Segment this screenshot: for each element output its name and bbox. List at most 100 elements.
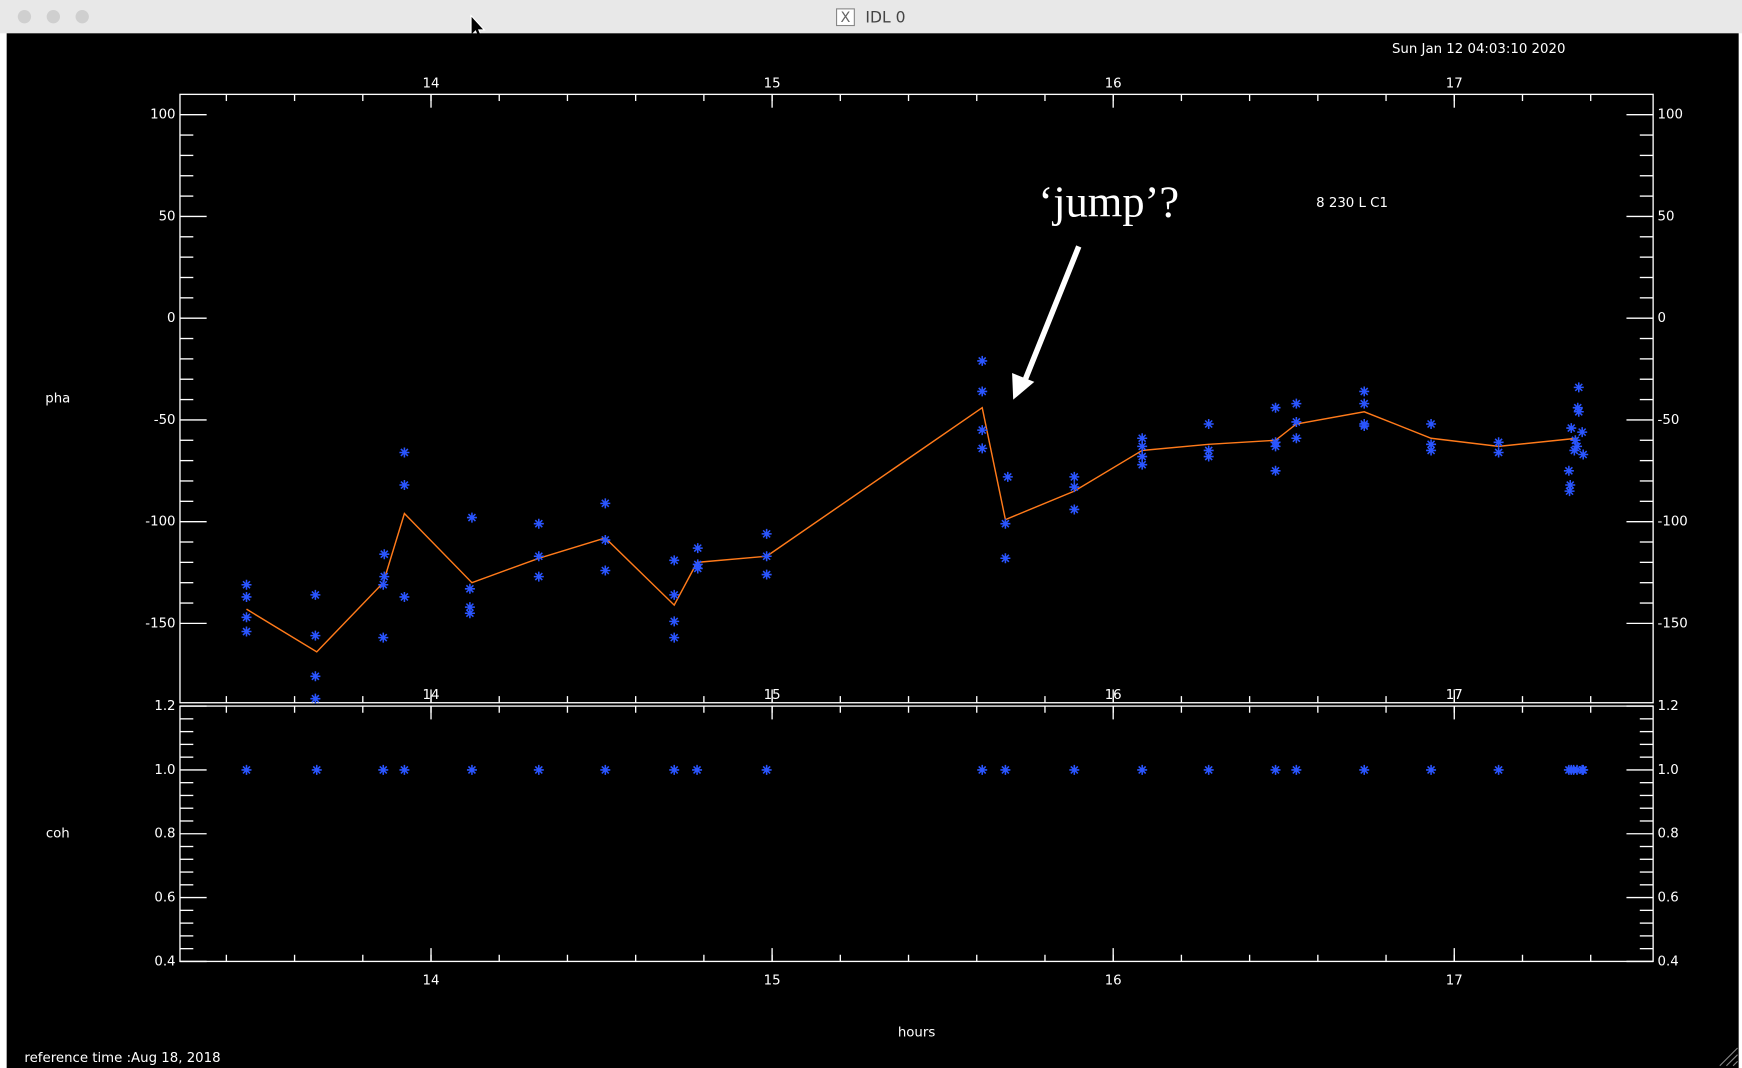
y-tick-label-right: -50 bbox=[1658, 413, 1680, 428]
data-point bbox=[1493, 764, 1504, 775]
data-point bbox=[1578, 449, 1589, 460]
data-point bbox=[399, 447, 410, 458]
x-tick-label: 14 bbox=[423, 973, 440, 988]
data-point bbox=[761, 569, 772, 580]
y-tick-label-right: -100 bbox=[1658, 515, 1688, 530]
data-point bbox=[1000, 764, 1011, 775]
data-point bbox=[241, 591, 252, 602]
data-point bbox=[399, 764, 410, 775]
data-point bbox=[1000, 553, 1011, 564]
y-tick-label-right: 0.6 bbox=[1658, 891, 1679, 906]
data-point bbox=[1291, 433, 1302, 444]
data-point bbox=[692, 543, 703, 554]
data-point bbox=[1577, 427, 1588, 438]
data-point bbox=[977, 355, 988, 366]
data-point bbox=[977, 425, 988, 436]
data-point bbox=[464, 602, 475, 613]
data-point bbox=[1359, 386, 1370, 397]
x-tick-label-top: 17 bbox=[1446, 688, 1463, 703]
data-point bbox=[310, 589, 321, 600]
data-point bbox=[464, 583, 475, 594]
data-point bbox=[1137, 764, 1148, 775]
data-point bbox=[241, 626, 252, 637]
data-point bbox=[1572, 764, 1583, 775]
minimize-button[interactable] bbox=[46, 9, 60, 24]
y-tick-label-right: 1.0 bbox=[1658, 763, 1679, 778]
x-tick-label-top: 14 bbox=[423, 76, 440, 91]
data-point bbox=[1572, 402, 1583, 413]
y-tick-label-right: -150 bbox=[1658, 616, 1688, 631]
y-tick-label: 100 bbox=[150, 108, 175, 123]
data-point bbox=[1426, 439, 1437, 450]
data-point bbox=[1137, 441, 1148, 452]
data-point bbox=[669, 589, 680, 600]
data-point bbox=[1426, 418, 1437, 429]
data-point bbox=[1426, 445, 1437, 456]
data-point bbox=[1270, 465, 1281, 476]
y-tick-label: 1.0 bbox=[154, 763, 175, 778]
data-point bbox=[1069, 504, 1080, 515]
data-point bbox=[1578, 764, 1589, 775]
x-tick-label: 15 bbox=[764, 973, 781, 988]
zoom-button[interactable] bbox=[75, 9, 89, 24]
data-point bbox=[533, 518, 544, 529]
series-line bbox=[246, 406, 1578, 653]
data-point bbox=[1573, 406, 1584, 417]
data-point bbox=[600, 498, 611, 509]
data-point bbox=[1069, 764, 1080, 775]
x11-icon-glyph: X bbox=[841, 10, 851, 26]
x-axis-label: hours bbox=[898, 1025, 936, 1040]
data-point bbox=[669, 555, 680, 566]
y-tick-label: 0.6 bbox=[154, 891, 175, 906]
window-title: IDL 0 bbox=[865, 8, 905, 26]
data-point bbox=[977, 386, 988, 397]
data-point bbox=[378, 632, 389, 643]
data-point bbox=[466, 764, 477, 775]
data-point bbox=[399, 480, 410, 491]
y-axis-label: coh bbox=[46, 827, 70, 842]
data-point bbox=[1573, 382, 1584, 393]
data-point bbox=[1203, 764, 1214, 775]
data-point bbox=[1069, 471, 1080, 482]
data-point bbox=[241, 764, 252, 775]
y-tick-label-right: 0.8 bbox=[1658, 827, 1679, 842]
data-point bbox=[241, 612, 252, 623]
data-point bbox=[1069, 482, 1080, 493]
data-point bbox=[1137, 459, 1148, 470]
data-point bbox=[378, 579, 389, 590]
data-point bbox=[533, 551, 544, 562]
x-tick-label-top: 16 bbox=[1105, 76, 1122, 91]
data-point bbox=[1565, 480, 1576, 491]
data-point bbox=[1359, 398, 1370, 409]
data-point bbox=[1291, 764, 1302, 775]
y-tick-label: 0 bbox=[167, 311, 175, 326]
data-point bbox=[669, 616, 680, 627]
data-point bbox=[1000, 518, 1011, 529]
data-point bbox=[1570, 435, 1581, 446]
data-point bbox=[1569, 445, 1580, 456]
x-tick-label-top: 17 bbox=[1446, 76, 1463, 91]
data-point bbox=[310, 693, 321, 704]
y-tick-label-right: 1.2 bbox=[1658, 699, 1679, 714]
data-point bbox=[533, 764, 544, 775]
data-point bbox=[1270, 764, 1281, 775]
data-point bbox=[669, 632, 680, 643]
y-tick-label-right: 50 bbox=[1658, 209, 1675, 224]
data-point bbox=[1137, 433, 1148, 444]
y-axis-label: pha bbox=[45, 392, 70, 407]
resize-grip[interactable] bbox=[1719, 1047, 1738, 1067]
data-point bbox=[1203, 445, 1214, 456]
data-point bbox=[761, 764, 772, 775]
data-point bbox=[1564, 486, 1575, 497]
data-point bbox=[1426, 764, 1437, 775]
data-point bbox=[1572, 441, 1583, 452]
close-button[interactable] bbox=[17, 9, 32, 24]
reference-time: reference time :Aug 18, 2018 bbox=[24, 1051, 220, 1066]
y-tick-label: -50 bbox=[154, 413, 176, 428]
data-point bbox=[1563, 465, 1574, 476]
y-tick-label-right: 0 bbox=[1658, 311, 1666, 326]
y-tick-label-right: 100 bbox=[1658, 108, 1683, 123]
data-point bbox=[692, 563, 703, 574]
